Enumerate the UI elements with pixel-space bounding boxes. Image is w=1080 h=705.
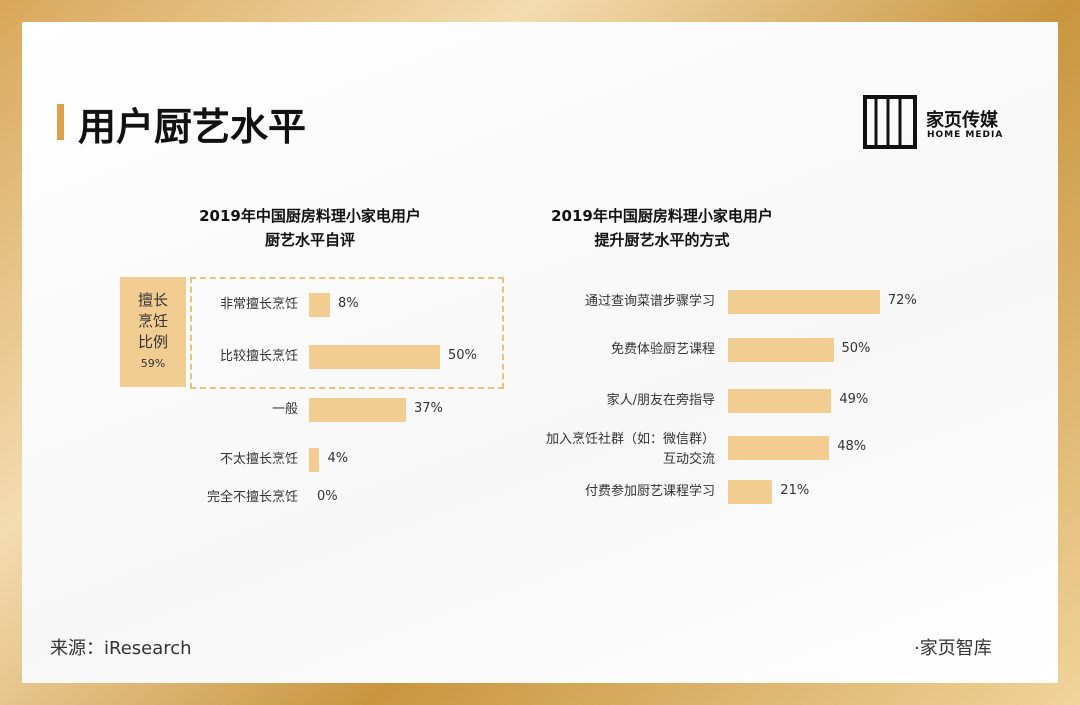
highlight-frame — [190, 277, 504, 389]
brand: ·家页智库 — [914, 638, 992, 659]
bar — [728, 480, 773, 504]
category-label: 付费参加厨艺课程学习 — [584, 484, 715, 499]
category-label: 免费体验厨艺课程 — [610, 342, 715, 357]
category-label: 完全不擅长烹饪 — [206, 490, 298, 505]
value-label: 8% — [337, 296, 359, 311]
logo-name: 家页传媒 — [926, 110, 998, 131]
highlight-text: 擅长 烹饪 比例 — [137, 291, 168, 351]
highlight-value: 59% — [140, 357, 166, 370]
title-accent — [57, 104, 64, 140]
value-label: 37% — [413, 401, 443, 416]
bar — [309, 398, 406, 422]
value-label: 49% — [839, 392, 869, 407]
logo-sub: HOME MEDIA — [927, 130, 1004, 140]
bar — [728, 290, 880, 314]
chart-title: 2019年中国厨房料理小家电用户 厨艺水平自评 — [199, 207, 421, 249]
value-label: 0% — [317, 489, 338, 504]
value-label: 72% — [887, 293, 917, 308]
page-title: 用户厨艺水平 — [78, 105, 307, 149]
value-label: 4% — [327, 451, 349, 466]
bar — [309, 345, 440, 369]
bar — [728, 436, 830, 460]
category-label: 一般 — [271, 402, 298, 417]
chart-title: 2019年中国厨房料理小家电用户 提升厨艺水平的方式 — [551, 207, 773, 249]
highlight-box — [120, 277, 186, 387]
value-label: 50% — [841, 341, 871, 356]
bar — [309, 448, 320, 472]
panel — [22, 22, 1058, 683]
category-label: 加入烹饪社群（如：微信群） 互动交流 — [545, 432, 715, 467]
category-label: 不太擅长烹饪 — [219, 452, 298, 467]
category-label: 通过查询菜谱步骤学习 — [584, 294, 715, 309]
category-label: 非常擅长烹饪 — [219, 297, 298, 312]
logo-icon — [863, 95, 917, 149]
bar — [728, 389, 832, 413]
category-label: 家人/朋友在旁指导 — [606, 393, 715, 408]
value-label: 48% — [837, 439, 867, 454]
value-label: 21% — [780, 483, 810, 498]
category-label: 比较擅长烹饪 — [219, 349, 298, 364]
source: 来源：iResearch — [50, 638, 192, 659]
value-label: 50% — [448, 348, 477, 363]
bar — [728, 338, 834, 362]
bar — [309, 293, 330, 317]
